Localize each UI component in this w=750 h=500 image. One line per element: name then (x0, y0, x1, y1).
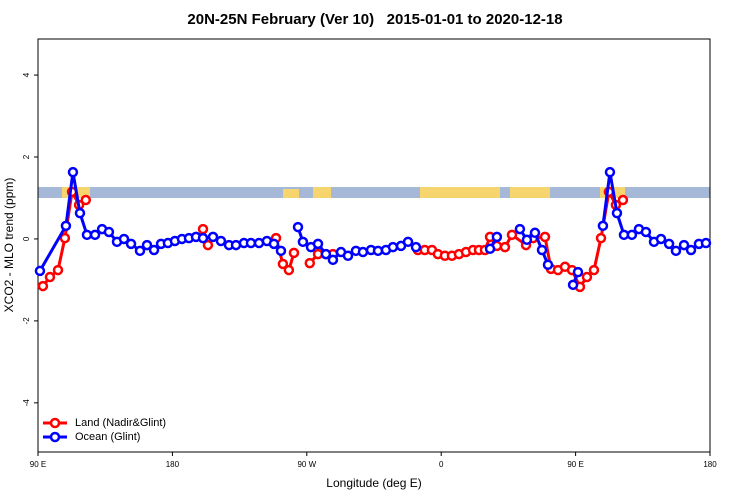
data-point (484, 243, 496, 255)
data-point (357, 246, 369, 258)
data-point (617, 194, 629, 206)
data-point (81, 229, 93, 241)
data-point (678, 239, 690, 251)
data-point (297, 236, 309, 248)
data-point (125, 238, 137, 250)
data-point (491, 231, 503, 243)
x-tick-label: 90 E (30, 460, 46, 469)
data-point (499, 241, 511, 253)
data-point (67, 166, 79, 178)
data-point (572, 266, 584, 278)
data-point (514, 223, 526, 235)
data-point (597, 220, 609, 232)
legend-swatch-marker (49, 431, 61, 443)
y-tick-label: 4 (22, 72, 31, 77)
data-point (80, 194, 92, 206)
data-point (640, 226, 652, 238)
data-point (670, 245, 682, 257)
data-point (288, 247, 300, 259)
data-point (277, 258, 289, 270)
data-point (685, 244, 697, 256)
data-point (626, 229, 638, 241)
data-point (275, 245, 287, 257)
data-point (387, 241, 399, 253)
x-tick-label: 180 (166, 460, 180, 469)
data-point (148, 244, 160, 256)
data-point (44, 271, 56, 283)
data-point (581, 271, 593, 283)
data-point (312, 238, 324, 250)
legend-label: Ocean (Glint) (75, 431, 140, 443)
data-point (410, 241, 422, 253)
x-tick-label: 180 (703, 460, 717, 469)
data-point (245, 237, 257, 249)
data-point (536, 244, 548, 256)
data-point (202, 239, 214, 251)
data-point (588, 264, 600, 276)
data-point (141, 239, 153, 251)
data-point (134, 245, 146, 257)
y-tick-label: 2 (22, 154, 31, 159)
data-point (103, 226, 115, 238)
plot-frame (37, 38, 711, 453)
data-point (197, 232, 209, 244)
x-tick-label: 90 E (567, 460, 583, 469)
y-tick-label: -4 (22, 399, 31, 407)
data-point (663, 238, 675, 250)
data-point (539, 231, 551, 243)
data-point (292, 221, 304, 233)
data-point (37, 280, 49, 292)
data-point (197, 223, 209, 235)
data-point (506, 229, 518, 241)
data-point (521, 234, 533, 246)
data-point (215, 235, 227, 247)
x-tick-label: 0 (439, 460, 444, 469)
data-point (327, 254, 339, 266)
data-point (89, 229, 101, 241)
data-point (342, 250, 354, 261)
data-point (283, 264, 295, 276)
data-point (604, 166, 616, 178)
legend-label: Land (Nadir&Glint) (75, 417, 166, 429)
data-point (567, 279, 579, 291)
legend-swatch-marker (49, 417, 61, 429)
data-point (655, 233, 667, 245)
data-point (118, 233, 130, 245)
data-point (34, 265, 46, 277)
x-axis-label: Longitude (deg E) (326, 476, 421, 490)
data-point (320, 248, 332, 260)
data-point (52, 264, 64, 276)
data-point (59, 232, 71, 244)
legend: Land (Nadir&Glint) Ocean (Glint) (43, 417, 166, 443)
y-tick-label: 0 (22, 236, 31, 241)
data-point (207, 231, 219, 243)
data-point (402, 236, 414, 248)
data-point (700, 237, 712, 249)
data-point (529, 227, 541, 239)
data-point (268, 238, 280, 250)
x-tick-label: 90 W (297, 460, 316, 469)
data-point (60, 220, 72, 232)
data-point (542, 259, 554, 271)
data-point (611, 207, 623, 219)
y-axis-label: XCO2 - MLO trend (ppm) (2, 178, 16, 313)
data-point (595, 232, 607, 244)
data-point (74, 207, 86, 219)
chart-title: 20N-25N February (Ver 10) 2015-01-01 to … (187, 11, 562, 28)
data-point (304, 257, 316, 269)
y-tick-label: -2 (22, 317, 31, 325)
